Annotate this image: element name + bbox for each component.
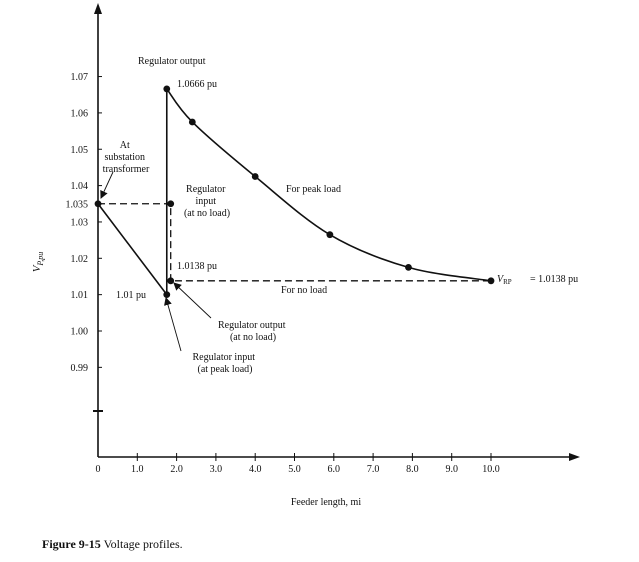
annotation-leaders — [100, 171, 212, 352]
x-tick-label: 3.0 — [210, 464, 223, 475]
data-point — [251, 173, 259, 180]
annotations: Regulator output 1.0666 pu At substation… — [103, 56, 578, 375]
x-tick-label: 10.0 — [482, 464, 500, 475]
data-point — [167, 200, 175, 208]
x-tick-label: 1.0 — [131, 464, 144, 475]
x-tick-label: 6.0 — [328, 464, 341, 475]
x-tick-label: 7.0 — [367, 464, 380, 475]
annotation-1-01: 1.01 pu — [116, 290, 146, 301]
y-axis-label: VP,pu — [31, 252, 45, 273]
y-tick-label: 0.99 — [71, 363, 89, 374]
reg-input-peak-leader — [164, 297, 182, 352]
y-tick-label: 1.05 — [71, 145, 89, 156]
y-tick-label: 1.07 — [71, 72, 89, 83]
figure-number: Figure 9-15 — [42, 537, 101, 551]
x-tick-label: 5.0 — [288, 464, 301, 475]
y-tick-label: 1.01 — [71, 290, 89, 301]
x-axis-arrow-icon — [569, 453, 580, 461]
figure-caption: Figure 9-15 Voltage profiles. — [42, 537, 183, 552]
annotation-reg-output: Regulator output — [138, 56, 206, 67]
series-dashed-line — [98, 203, 491, 282]
annotation-reg-output-noload: Regulator output (at no load) — [218, 320, 288, 343]
x-axis-ticks: 0 1.0 2.0 3.0 4.0 5.0 6.0 7.0 8.0 9.0 10.0 — [96, 453, 500, 475]
data-point — [487, 277, 495, 285]
annotation-reg-input-peak: Regulator input (at peak load) — [193, 352, 258, 375]
data-point — [167, 277, 175, 285]
x-axis-label: Feeder length, mi — [291, 497, 361, 508]
x-tick-label: 8.0 — [406, 464, 419, 475]
y-tick-label: 1.00 — [71, 327, 89, 338]
data-point — [405, 263, 412, 271]
data-point — [326, 231, 334, 239]
x-tick-label: 2.0 — [170, 464, 183, 475]
annotation-no-load: For no load — [281, 285, 327, 296]
series-solid-line — [97, 86, 492, 298]
annotation-substation: At substation transformer — [103, 140, 150, 175]
data-points — [94, 85, 495, 299]
data-point — [163, 291, 171, 299]
y-tick-label: 1.04 — [71, 181, 89, 192]
x-tick-label: 4.0 — [249, 464, 262, 475]
annotation-reg-input-noload: Regulator input (at no load) — [184, 184, 230, 219]
annotation-vrp: VRP — [497, 274, 512, 286]
annotation-vrp-value: = 1.0138 pu — [530, 274, 578, 285]
data-point — [94, 200, 102, 208]
y-tick-label: 1.035 — [66, 199, 89, 210]
x-tick-label: 9.0 — [445, 464, 458, 475]
annotation-1-0666: 1.0666 pu — [177, 79, 217, 90]
substation-leader — [100, 171, 114, 199]
reg-output-noload-leader — [173, 282, 212, 319]
y-axis-ticks: 0.99 1.00 1.01 1.02 1.03 1.035 1.04 1.05 1.06 1.0… — [66, 72, 102, 374]
annotation-1-0138: 1.0138 pu — [177, 261, 217, 272]
y-tick-label: 1.03 — [71, 217, 89, 228]
figure-caption-text: Voltage profiles. — [100, 537, 183, 551]
x-tick-label: 0 — [96, 464, 101, 475]
data-point — [163, 85, 171, 93]
annotation-peak-load: For peak load — [286, 184, 341, 195]
y-tick-label: 1.06 — [71, 108, 89, 119]
y-tick-label: 1.02 — [71, 254, 89, 265]
data-point — [188, 118, 196, 126]
y-axis-arrow-icon — [94, 3, 102, 14]
